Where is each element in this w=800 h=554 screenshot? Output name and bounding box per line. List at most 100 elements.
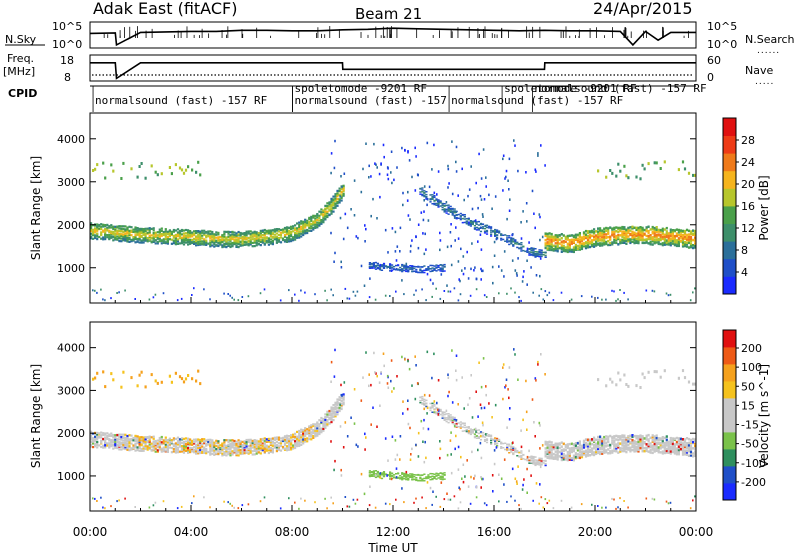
- velocity-cell: [492, 490, 494, 493]
- power-cell: [655, 241, 658, 244]
- velocity-cell: [653, 370, 656, 374]
- power-cell: [294, 236, 297, 239]
- power-cell: [294, 231, 297, 234]
- velocity-cell: [669, 452, 672, 455]
- power-cell: [512, 244, 515, 246]
- velocity-cell: [382, 352, 385, 355]
- power-cell: [427, 219, 430, 222]
- power-cell: [162, 232, 165, 235]
- power-cell: [694, 236, 697, 239]
- power-cell: [215, 241, 218, 244]
- power-cell: [152, 240, 155, 243]
- power-cell: [148, 228, 151, 232]
- velocity-cell: [694, 453, 697, 456]
- velocity-cell: [205, 439, 208, 442]
- velocity-cell: [554, 455, 557, 459]
- power-cell: [539, 238, 541, 242]
- power-cell: [669, 243, 672, 247]
- velocity-cell: [355, 443, 358, 447]
- power-cell: [130, 226, 133, 229]
- power-cell: [130, 229, 133, 232]
- power-cell: [449, 205, 452, 208]
- power-cell: [510, 242, 513, 245]
- velocity-cell: [651, 497, 654, 500]
- power-cell: [146, 231, 149, 234]
- power-cell: [96, 228, 99, 231]
- power-cell: [461, 213, 464, 216]
- velocity-cell: [146, 445, 149, 448]
- velocity-cell: [182, 443, 186, 446]
- power-cell: [160, 242, 163, 245]
- power-cell: [152, 296, 155, 299]
- power-cell: [411, 175, 413, 179]
- velocity-cell: [353, 388, 356, 391]
- power-cell: [677, 244, 680, 248]
- velocity-cell: [453, 423, 456, 426]
- power-cell: [294, 238, 297, 241]
- power-cell: [554, 247, 557, 251]
- power-cell: [201, 242, 204, 245]
- power-cell: [340, 194, 343, 197]
- velocity-cell: [353, 422, 356, 425]
- power-cell: [162, 240, 165, 243]
- power-cell: [227, 232, 230, 235]
- velocity-cell: [584, 438, 588, 441]
- velocity-cell: [633, 447, 636, 451]
- velocity-cell: [176, 441, 180, 444]
- power-cell: [659, 242, 662, 246]
- velocity-cell: [257, 445, 260, 448]
- velocity-cell: [643, 446, 646, 450]
- power-cell: [249, 236, 252, 239]
- power-cell: [463, 198, 465, 202]
- power-cell: [548, 242, 551, 246]
- power-cell: [413, 265, 416, 268]
- power-cell: [144, 239, 147, 242]
- velocity-cell: [669, 439, 672, 442]
- velocity-cell: [187, 437, 190, 440]
- velocity-cell: [154, 447, 157, 450]
- power-cell: [431, 203, 434, 205]
- power-cell: [520, 299, 522, 302]
- power-cell: [247, 244, 250, 247]
- power-cell: [189, 230, 192, 233]
- power-cell: [449, 211, 452, 213]
- velocity-cell: [221, 444, 224, 447]
- velocity-cell: [548, 450, 551, 454]
- power-cell: [382, 262, 386, 265]
- velocity-cell: [124, 442, 127, 445]
- velocity-cell: [140, 443, 143, 446]
- velocity-cell: [657, 441, 660, 445]
- power-cell: [439, 239, 442, 242]
- velocity-cell: [178, 445, 182, 448]
- velocity-cell: [247, 445, 250, 448]
- power-cell: [308, 218, 311, 221]
- velocity-cell: [178, 375, 182, 379]
- power-cell: [465, 223, 468, 225]
- velocity-cell: [576, 455, 579, 459]
- power-cell: [516, 241, 519, 244]
- power-cell: [451, 209, 454, 211]
- velocity-cell: [473, 436, 476, 439]
- power-cell: [481, 223, 485, 225]
- velocity-cell: [340, 383, 342, 387]
- velocity-cell: [421, 403, 424, 405]
- power-cell: [429, 194, 432, 196]
- velocity-cell: [120, 438, 123, 441]
- power-cell: [312, 220, 315, 223]
- velocity-cell: [566, 453, 569, 456]
- power-cell: [94, 228, 97, 232]
- velocity-cell: [595, 450, 598, 454]
- power-cell: [199, 232, 202, 235]
- power-cell: [601, 237, 604, 240]
- power-cell: [269, 229, 272, 232]
- velocity-cell: [605, 435, 608, 438]
- velocity-cell: [138, 449, 141, 452]
- velocity-cell: [318, 425, 321, 428]
- power-cell: [114, 232, 117, 235]
- power-cell: [300, 235, 303, 238]
- velocity-cell: [637, 440, 640, 443]
- power-cell: [168, 232, 171, 235]
- power-cell: [435, 202, 438, 205]
- power-cell: [586, 230, 590, 233]
